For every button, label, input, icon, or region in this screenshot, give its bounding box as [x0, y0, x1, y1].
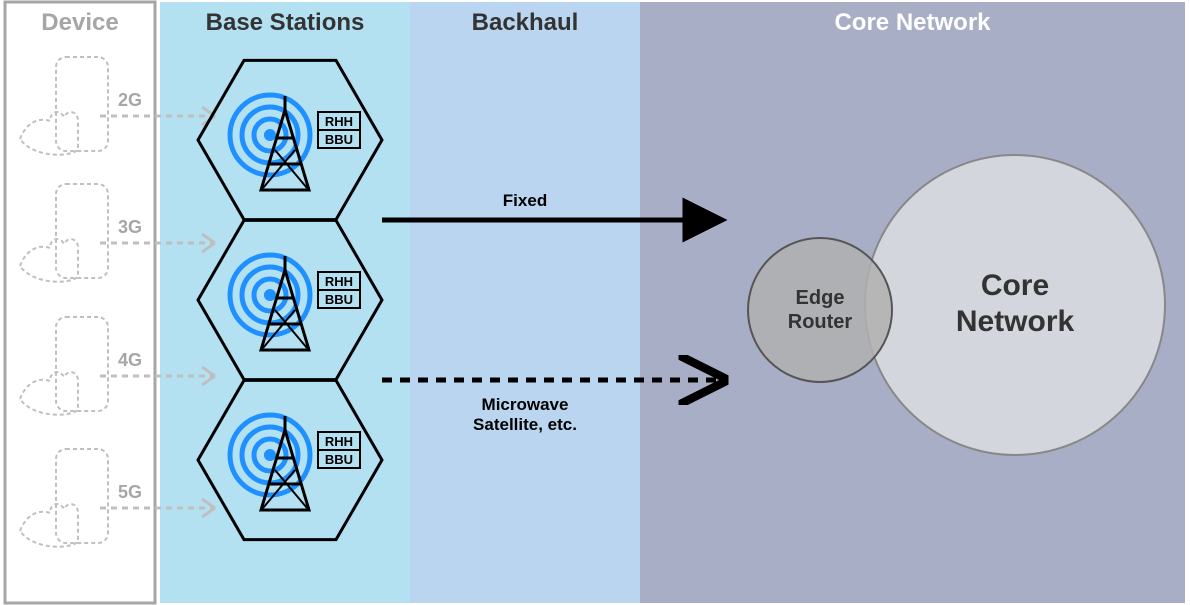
- cell-unit-label: RHH: [325, 434, 353, 449]
- edge-router-label-2: Router: [788, 311, 853, 333]
- backhaul-arrow-label: Microwave: [482, 395, 569, 414]
- cell-unit-label: RHH: [325, 274, 353, 289]
- device-gen-label: 2G: [118, 90, 142, 110]
- cell-unit-label: BBU: [325, 452, 353, 467]
- device-gen-label: 5G: [118, 482, 142, 502]
- cell-unit-label: RHH: [325, 114, 353, 129]
- signal-dot: [264, 129, 276, 141]
- edge-router-circle: [748, 238, 892, 382]
- column-backhaul: [410, 2, 640, 603]
- column-header-base: Base Stations: [206, 9, 365, 36]
- signal-dot: [264, 449, 276, 461]
- cell-unit-label: BBU: [325, 132, 353, 147]
- cell-unit-label: BBU: [325, 292, 353, 307]
- edge-router-label: Edge: [796, 287, 845, 309]
- diagram-svg: CoreNetwork EdgeRouter Device Base Stations…: [0, 0, 1190, 605]
- column-header-device: Device: [41, 9, 118, 36]
- diagram-container: CoreNetwork EdgeRouter Device Base Stations…: [0, 0, 1190, 605]
- signal-dot: [264, 289, 276, 301]
- device-gen-label: 3G: [118, 217, 142, 237]
- column-header-backhaul: Backhaul: [472, 9, 579, 36]
- backhaul-arrow-label: Fixed: [503, 191, 547, 210]
- core-network-label: Core: [981, 269, 1049, 302]
- core-network-label-2: Network: [956, 305, 1075, 338]
- column-header-core: Core Network: [834, 9, 991, 36]
- backhaul-arrow-label: Satellite, etc.: [473, 415, 577, 434]
- device-gen-label: 4G: [118, 350, 142, 370]
